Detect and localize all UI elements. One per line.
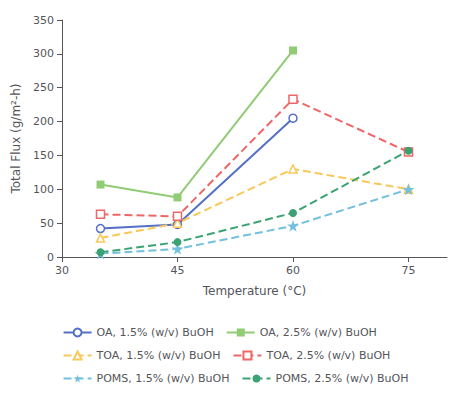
svg-text:OA, 2.5% (w/v) BuOH: OA, 2.5% (w/v) BuOH (260, 326, 377, 339)
svg-text:Total Flux (g/m²-h): Total Flux (g/m²-h) (9, 83, 23, 194)
svg-text:30: 30 (55, 264, 69, 277)
svg-text:0: 0 (47, 251, 54, 264)
svg-text:300: 300 (33, 47, 54, 60)
svg-text:150: 150 (33, 149, 54, 162)
svg-text:OA, 1.5% (w/v) BuOH: OA, 1.5% (w/v) BuOH (97, 326, 214, 339)
svg-text:POMS, 2.5% (w/v) BuOH: POMS, 2.5% (w/v) BuOH (276, 372, 409, 385)
svg-text:75: 75 (402, 264, 416, 277)
svg-text:45: 45 (171, 264, 185, 277)
svg-text:Temperature (°C): Temperature (°C) (202, 284, 307, 298)
svg-text:POMS, 1.5% (w/v) BuOH: POMS, 1.5% (w/v) BuOH (97, 372, 230, 385)
svg-text:250: 250 (33, 81, 54, 94)
svg-text:50: 50 (40, 217, 54, 230)
svg-text:350: 350 (33, 14, 54, 27)
svg-text:200: 200 (33, 115, 54, 128)
svg-text:TOA, 2.5% (w/v) BuOH: TOA, 2.5% (w/v) BuOH (265, 349, 390, 362)
svg-text:TOA, 1.5% (w/v) BuOH: TOA, 1.5% (w/v) BuOH (96, 349, 221, 362)
svg-text:100: 100 (33, 183, 54, 196)
svg-text:60: 60 (286, 264, 300, 277)
